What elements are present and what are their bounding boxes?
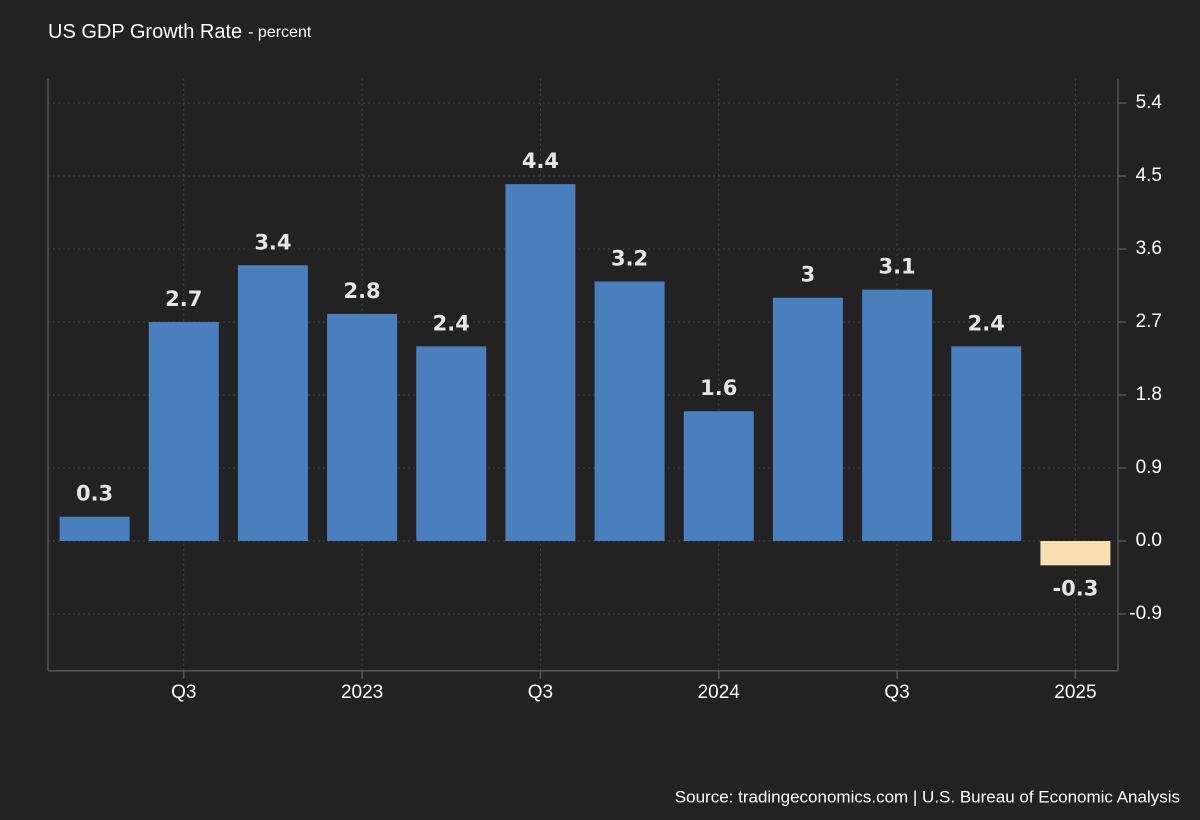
y-tick-label: 1.8 bbox=[1136, 384, 1162, 405]
data-label: 0.3 bbox=[76, 482, 113, 506]
bar bbox=[862, 289, 933, 542]
bar bbox=[505, 184, 576, 542]
bar bbox=[683, 411, 754, 542]
data-label: 3.2 bbox=[611, 246, 648, 270]
y-tick-label: 0.9 bbox=[1136, 457, 1162, 478]
y-tick-label: 4.5 bbox=[1136, 165, 1162, 186]
x-tick-label: Q3 bbox=[884, 682, 909, 703]
data-label: 2.8 bbox=[343, 279, 380, 303]
y-tick-label: -0.9 bbox=[1129, 603, 1162, 624]
data-label: 4.4 bbox=[522, 149, 559, 173]
y-tick-label: 5.4 bbox=[1136, 92, 1163, 113]
x-tick-label: Q3 bbox=[528, 682, 553, 703]
chart-title-text: US GDP Growth Rate bbox=[48, 21, 242, 43]
chart-title: US GDP Growth Rate - percent bbox=[48, 21, 312, 43]
data-label: 3.4 bbox=[254, 230, 291, 254]
x-tick-label: 2025 bbox=[1054, 682, 1096, 703]
data-label: 2.4 bbox=[968, 311, 1005, 335]
x-tick-label: 2023 bbox=[341, 682, 383, 703]
data-label: -0.3 bbox=[1052, 576, 1098, 600]
data-label: 2.7 bbox=[165, 287, 202, 311]
bar bbox=[416, 346, 487, 542]
y-tick-label: 2.7 bbox=[1136, 311, 1162, 332]
bar bbox=[327, 313, 398, 542]
chart-subtitle: - percent bbox=[248, 24, 312, 41]
x-tick-label: Q3 bbox=[171, 682, 196, 703]
x-tick-label: 2024 bbox=[698, 682, 741, 703]
bar bbox=[148, 322, 219, 542]
bar bbox=[772, 297, 843, 542]
bar bbox=[951, 346, 1022, 542]
data-label: 3 bbox=[801, 263, 816, 287]
data-label: 2.4 bbox=[433, 311, 470, 335]
data-label: 1.6 bbox=[700, 376, 737, 400]
bar bbox=[1040, 541, 1111, 566]
y-tick-label: 0.0 bbox=[1136, 530, 1162, 551]
source-note: Source: tradingeconomics.com | U.S. Bure… bbox=[675, 787, 1180, 806]
data-label: 3.1 bbox=[878, 255, 915, 279]
bar bbox=[594, 281, 665, 542]
bar bbox=[237, 265, 308, 542]
y-tick-label: 3.6 bbox=[1136, 238, 1162, 259]
bar bbox=[59, 516, 130, 542]
